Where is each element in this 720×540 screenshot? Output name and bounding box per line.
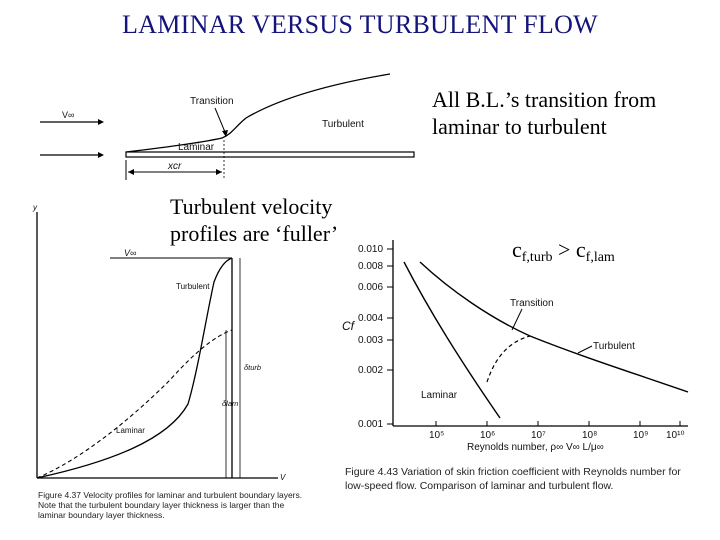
- plate-laminar-label: Laminar: [178, 142, 215, 153]
- cf-lam-subscript: f,lam: [585, 250, 615, 265]
- cf-ytick-7: 0.001: [358, 419, 383, 430]
- profile-vinf-label: V∞: [124, 248, 136, 258]
- cf-chart: 0.010 0.008 0.006 0.004 0.003 0.002 0.00…: [342, 240, 689, 453]
- profile-turbulent-label: Turbulent: [176, 282, 210, 291]
- profile-y-axis-label: y: [32, 203, 38, 212]
- profile-laminar-label: Laminar: [116, 426, 145, 435]
- cf-laminar-curve: [403, 261, 501, 419]
- transition-statement: All B.L.’s transition from laminar to tu…: [432, 87, 657, 139]
- cf-turb-subscript: f,turb: [521, 250, 553, 265]
- plate-vinf-label: V∞: [62, 110, 74, 120]
- boundary-layer-edge: [125, 73, 391, 153]
- profile-x-axis-label: V: [280, 473, 286, 482]
- freestream-arrow-bottom: [40, 152, 104, 158]
- cf-x-ticks: [435, 421, 681, 426]
- plate-turbulent-label: Turbulent: [322, 119, 364, 130]
- cf-ytick-2: 0.008: [358, 261, 383, 272]
- cf-ytick-4: 0.004: [358, 313, 383, 324]
- cf-ytick-3: 0.006: [358, 282, 383, 293]
- cf-x-axis-label: Reynolds number, ρ∞ V∞ L/μ∞: [467, 442, 604, 453]
- freestream-arrow-top: [40, 119, 104, 125]
- cf-transition-pointer: [511, 308, 523, 331]
- cf-y-axis-label: Cf: [342, 319, 356, 333]
- slide-title: LAMINAR VERSUS TURBULENT FLOW: [121, 10, 598, 39]
- cf-transition-label: Transition: [510, 298, 554, 309]
- transition-pointer: [214, 107, 226, 133]
- cf-xtick-2: 10⁶: [480, 430, 495, 441]
- cf-transition-curve: [486, 335, 531, 383]
- fuller-profile-statement: Turbulent velocity profiles are ‘fuller’: [170, 194, 339, 246]
- cf-turbulent-label: Turbulent: [593, 341, 635, 352]
- cf-xtick-3: 10⁷: [531, 430, 546, 441]
- cf-gt-symbol: > c: [552, 237, 586, 262]
- cf-xtick-5: 10⁹: [633, 430, 648, 441]
- turbulent-profile-curve: [36, 257, 233, 479]
- cf-y-ticks: [387, 248, 393, 425]
- cf-ytick-5: 0.003: [358, 335, 383, 346]
- cf-laminar-label: Laminar: [421, 390, 458, 401]
- plate-transition-label: Transition: [190, 96, 234, 107]
- delta-turb-label: δturb: [244, 363, 261, 372]
- cf-xtick-4: 10⁸: [582, 430, 597, 441]
- flat-plate: [125, 151, 415, 158]
- cf-ytick-1: 0.010: [358, 244, 383, 255]
- delta-lam-label: δlam: [222, 399, 238, 408]
- laminar-profile-curve: [36, 329, 233, 479]
- cf-base-1: c: [512, 237, 522, 262]
- plate-xcr-label: xcr: [167, 161, 182, 172]
- cf-turbulent-curve: [419, 261, 689, 393]
- cf-figure-caption: Figure 4.43 Variation of skin friction c…: [345, 466, 681, 492]
- cf-comparison: cf,turb > cf,lam: [512, 236, 615, 271]
- cf-xtick-6: 10¹⁰: [666, 430, 684, 441]
- profile-figure-caption: Figure 4.37 Velocity profiles for lamina…: [38, 490, 303, 520]
- cf-ytick-6: 0.002: [358, 365, 383, 376]
- cf-turbulent-pointer: [577, 345, 593, 354]
- cf-xtick-1: 10⁵: [429, 430, 444, 441]
